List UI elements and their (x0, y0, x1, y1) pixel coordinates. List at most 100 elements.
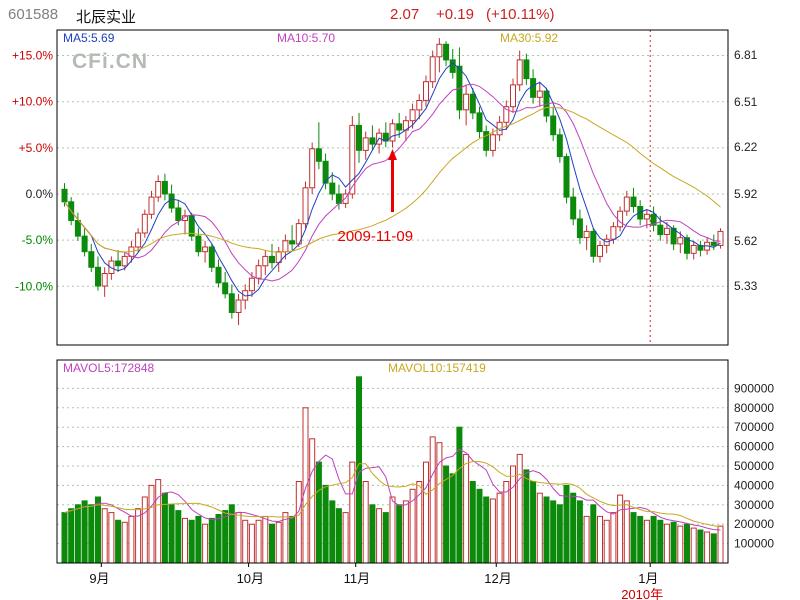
price-axis-label: 6.81 (734, 48, 758, 62)
candle-body (536, 90, 543, 98)
ma5-line (64, 62, 721, 297)
volume-bar (637, 515, 644, 564)
candle-body (322, 160, 329, 184)
x-axis-month-label: 10月 (236, 571, 265, 586)
candle-body (262, 255, 269, 267)
candle-body (121, 255, 128, 267)
volume-bar (141, 496, 148, 564)
candle-body (663, 227, 670, 236)
mavol5-line (64, 448, 721, 531)
candle-body (583, 230, 590, 239)
volume-bar (222, 510, 229, 564)
volume-bar (101, 508, 108, 564)
volume-pane-border (56, 359, 729, 564)
candle-body (610, 226, 617, 240)
candle-body (550, 115, 557, 136)
candle-body (570, 196, 577, 220)
annotation-date: 2009-11-09 (337, 228, 414, 245)
volume-bar (610, 512, 617, 564)
percent-axis-label: +10.0% (12, 95, 53, 109)
candle-body (389, 123, 396, 142)
candle-body (202, 246, 209, 253)
volume-bar (269, 523, 275, 564)
volume-bar (202, 523, 209, 564)
candle-body (443, 43, 450, 61)
candle-body (74, 220, 81, 237)
volume-axis-label: 900000 (734, 381, 774, 395)
volume-bar (670, 521, 677, 564)
mavol10-line (64, 461, 721, 528)
candle-body (168, 193, 175, 209)
volume-bar (295, 481, 302, 564)
x-axis-year-label: 2010年 (621, 587, 664, 600)
candle-body (503, 106, 510, 123)
volume-bar (88, 504, 95, 564)
candle-body (309, 148, 316, 189)
volume-bar (463, 453, 470, 564)
mavol10-label: MAVOL10:157419 (388, 361, 486, 375)
volume-bar (717, 525, 724, 564)
up-arrow-icon (388, 149, 397, 160)
mavol5-label: MAVOL5:172848 (63, 361, 155, 375)
volume-bar (289, 515, 296, 564)
candle-body (684, 237, 690, 254)
candle-body (61, 188, 68, 203)
candle-body (677, 237, 684, 245)
volume-bar (342, 512, 349, 564)
volume-bar (590, 504, 597, 564)
candle-body (356, 124, 362, 151)
candle-body (235, 299, 242, 313)
volume-bar (563, 484, 570, 564)
quote-change-pct: (+10.11%) (486, 6, 555, 23)
candle-body (108, 260, 115, 274)
candle-body (208, 246, 215, 268)
candle-body (161, 181, 168, 195)
candle-body (269, 255, 275, 264)
candle-body (449, 59, 456, 73)
percent-axis-label: +15.0% (12, 49, 53, 63)
volume-bar (148, 484, 155, 564)
price-axis-label: 5.92 (734, 187, 758, 201)
candle-body (657, 224, 664, 236)
volume-bar (530, 481, 537, 564)
quote-price: 2.07 (390, 6, 420, 23)
volume-bar (68, 508, 75, 564)
candle-body (409, 109, 416, 122)
percent-axis-label: -10.0% (15, 279, 53, 293)
candle-body (396, 123, 403, 131)
volume-bar (248, 523, 255, 564)
x-axis-month-label: 1月 (638, 571, 659, 586)
candle-body (697, 245, 704, 251)
candle-body (248, 277, 255, 292)
ma5-label: MA5:5.69 (63, 31, 115, 45)
volume-bar (121, 521, 128, 564)
candle-body (650, 213, 657, 226)
candle-body (717, 230, 724, 246)
volume-bar (161, 492, 168, 564)
volume-bar (456, 426, 463, 564)
volume-bar (335, 508, 342, 564)
volume-bar (242, 519, 249, 564)
volume-bar (382, 512, 389, 564)
volume-bar (710, 533, 717, 564)
candle-body (141, 213, 148, 234)
volume-bar (168, 504, 175, 564)
candle-body (563, 156, 570, 198)
volume-bar (697, 529, 704, 564)
volume-axis-label: 100000 (734, 537, 774, 551)
candle-body (617, 210, 624, 228)
volume-bar (356, 376, 362, 564)
candle-body (315, 148, 322, 162)
candle-body (623, 196, 630, 212)
candle-body (463, 93, 470, 111)
price-axis-label: 5.62 (734, 234, 758, 248)
volume-axis-label: 700000 (734, 420, 774, 434)
volume-bar (402, 500, 409, 564)
volume-axis-label: 600000 (734, 440, 774, 454)
volume-bar (523, 469, 530, 564)
candle-body (349, 124, 356, 195)
candle-body (369, 137, 376, 145)
volume-bar (469, 481, 476, 564)
